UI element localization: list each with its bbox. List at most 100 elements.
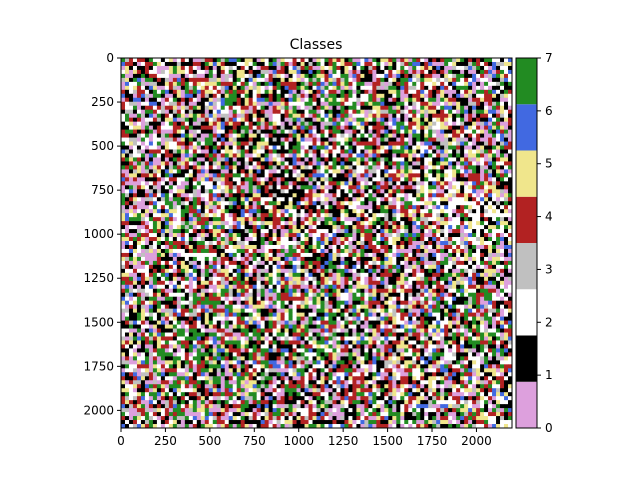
class-cell [160, 217, 166, 222]
class-cell [488, 153, 493, 158]
class-cell [288, 244, 293, 250]
class-cell [304, 225, 309, 230]
class-cell [284, 133, 289, 138]
class-cell [508, 233, 513, 238]
class-cell [288, 185, 293, 190]
class-cell [404, 157, 409, 162]
class-cell [332, 121, 337, 127]
class-cell [500, 177, 505, 182]
class-cell [164, 129, 170, 134]
class-cell [324, 65, 329, 71]
class-cell [236, 217, 242, 222]
class-cell [432, 197, 437, 202]
class-cell [176, 93, 182, 99]
class-cell [332, 217, 337, 222]
class-cell [256, 185, 262, 190]
class-cell [484, 93, 489, 99]
class-cell [292, 229, 297, 234]
class-cell [320, 157, 325, 162]
class-cell [324, 113, 329, 119]
class-cell [372, 133, 377, 138]
class-cell [392, 177, 397, 182]
class-cell [172, 65, 178, 71]
class-cell [464, 244, 469, 250]
class-cell [436, 73, 441, 79]
class-cell [188, 97, 194, 103]
class-cell [240, 165, 246, 170]
class-cell [412, 233, 417, 238]
class-cell [304, 97, 309, 103]
class-cell [424, 165, 429, 170]
class-cell [336, 252, 341, 258]
class-cell [184, 101, 190, 107]
class-cell [464, 165, 469, 170]
class-cell [328, 173, 333, 178]
class-cell [396, 85, 401, 91]
class-cell [180, 241, 186, 246]
class-cell [228, 81, 234, 87]
class-cell [184, 256, 190, 262]
class-cell [328, 97, 333, 103]
class-cell [416, 181, 421, 186]
class-cell [236, 153, 242, 158]
class-cell [500, 205, 505, 210]
class-cell [252, 117, 258, 123]
class-cell [292, 197, 297, 202]
class-cell [252, 69, 258, 75]
class-cell [420, 181, 425, 186]
class-cell [484, 189, 489, 194]
class-cell [440, 61, 445, 67]
class-cell [276, 121, 281, 127]
class-cell [284, 165, 289, 170]
class-cell [500, 248, 505, 254]
class-cell [288, 161, 293, 166]
class-cell [224, 177, 230, 182]
class-cell [244, 197, 250, 202]
class-cell [284, 137, 289, 142]
class-cell [472, 213, 477, 218]
class-cell [328, 201, 333, 206]
class-cell [140, 145, 146, 150]
class-cell [212, 161, 218, 166]
class-cell [280, 165, 285, 170]
class-cell [416, 193, 421, 198]
class-cell [156, 85, 162, 91]
class-cell [380, 109, 385, 115]
class-cell [300, 252, 305, 258]
class-cell [420, 177, 425, 182]
class-cell [484, 137, 489, 142]
class-cell [132, 177, 138, 182]
class-cell [264, 69, 270, 75]
class-cell [356, 241, 361, 246]
class-cell [348, 69, 353, 75]
class-cell [332, 129, 337, 134]
class-cell [268, 225, 274, 230]
class-cell [128, 101, 134, 107]
class-cell [172, 161, 178, 166]
class-cell [284, 58, 289, 63]
class-cell [336, 173, 341, 178]
class-cell [240, 201, 246, 206]
class-cell [256, 165, 262, 170]
class-cell [168, 193, 174, 198]
class-cell [296, 177, 301, 182]
class-cell [152, 193, 158, 198]
class-cell [404, 121, 409, 127]
class-cell [248, 229, 254, 234]
class-cell [232, 153, 238, 158]
class-cell [260, 93, 266, 99]
class-cell [364, 244, 369, 250]
class-cell [452, 225, 457, 230]
class-cell [168, 58, 174, 63]
class-cell [416, 77, 421, 83]
class-cell [380, 61, 385, 67]
class-cell [348, 244, 353, 250]
class-cell [388, 161, 393, 166]
class-cell [468, 185, 473, 190]
class-cell [372, 233, 377, 238]
class-cell [476, 189, 481, 194]
class-cell [436, 61, 441, 67]
class-cell [220, 137, 226, 142]
class-cell [244, 149, 250, 154]
class-cell [396, 125, 401, 131]
